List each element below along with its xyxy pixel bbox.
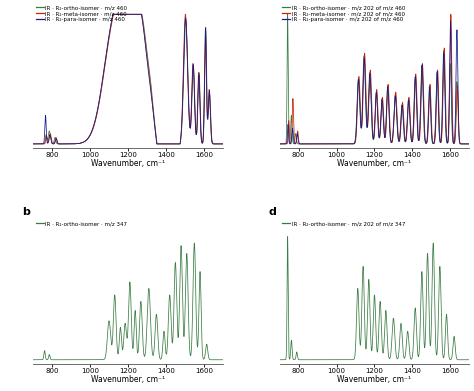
- X-axis label: Wavenumber, cm⁻¹: Wavenumber, cm⁻¹: [337, 160, 411, 169]
- Legend: IR · R₂-ortho-isomer · m/z 347: IR · R₂-ortho-isomer · m/z 347: [36, 221, 128, 226]
- Text: d: d: [268, 207, 276, 217]
- X-axis label: Wavenumber, cm⁻¹: Wavenumber, cm⁻¹: [91, 375, 165, 384]
- Text: c: c: [268, 0, 275, 1]
- Legend: IR · R₂-ortho-isomer · m/z 202 of m/z 347: IR · R₂-ortho-isomer · m/z 202 of m/z 34…: [283, 221, 405, 226]
- X-axis label: Wavenumber, cm⁻¹: Wavenumber, cm⁻¹: [337, 375, 411, 384]
- Text: b: b: [22, 207, 30, 217]
- Legend: IR · R₂-ortho-isomer · m/z 202 of m/z 460, IR · R₂-meta-isomer · m/z 202 of m/z : IR · R₂-ortho-isomer · m/z 202 of m/z 46…: [283, 5, 405, 22]
- Text: a: a: [22, 0, 29, 1]
- Legend: IR · R₂-ortho-isomer · m/z 460, IR · R₂-meta-isomer · m/z 460, IR · R₂-para-isom: IR · R₂-ortho-isomer · m/z 460, IR · R₂-…: [36, 5, 128, 22]
- X-axis label: Wavenumber, cm⁻¹: Wavenumber, cm⁻¹: [91, 160, 165, 169]
